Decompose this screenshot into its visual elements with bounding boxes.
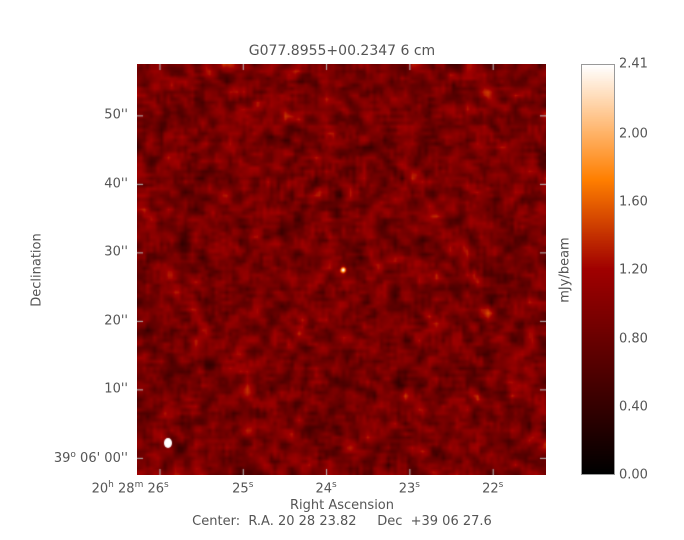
colorbar-label: mJy/beam — [557, 237, 573, 303]
colorbar — [581, 64, 615, 475]
colorbar-tick-label: 1.60 — [619, 194, 648, 210]
colorbar-tick-label: 2.00 — [619, 126, 648, 142]
colorbar-tick-label: 0.80 — [619, 331, 648, 347]
y-tick-label: 40'' — [104, 176, 128, 192]
colorbar-tick-label: 1.20 — [619, 262, 648, 278]
x-tick-label: 22s — [482, 480, 504, 497]
colorbar-tick-label: 2.41 — [619, 56, 648, 72]
colorbar-tick-label: 0.00 — [619, 467, 648, 483]
center-coordinates: Center: R.A. 20 28 23.82 Dec +39 06 27.6 — [192, 514, 492, 529]
chart-title: G077.8955+00.2347 6 cm — [248, 43, 436, 59]
y-tick-label: 39o 06' 00'' — [53, 449, 128, 467]
y-tick-label: 30'' — [104, 244, 128, 260]
x-tick-label: 24s — [315, 480, 337, 497]
y-tick-label: 50'' — [104, 107, 128, 123]
colorbar-tick-label: 0.40 — [619, 399, 648, 415]
radio-map-heatmap — [137, 64, 546, 475]
x-tick-label: 20h 28m 26s — [91, 480, 169, 497]
y-axis-label: Declination — [29, 233, 45, 307]
x-tick-label: 23s — [398, 480, 420, 497]
x-tick-label: 25s — [232, 480, 254, 497]
x-axis-label: Right Ascension — [290, 498, 394, 513]
y-tick-label: 10'' — [104, 381, 128, 397]
y-tick-label: 20'' — [104, 313, 128, 329]
